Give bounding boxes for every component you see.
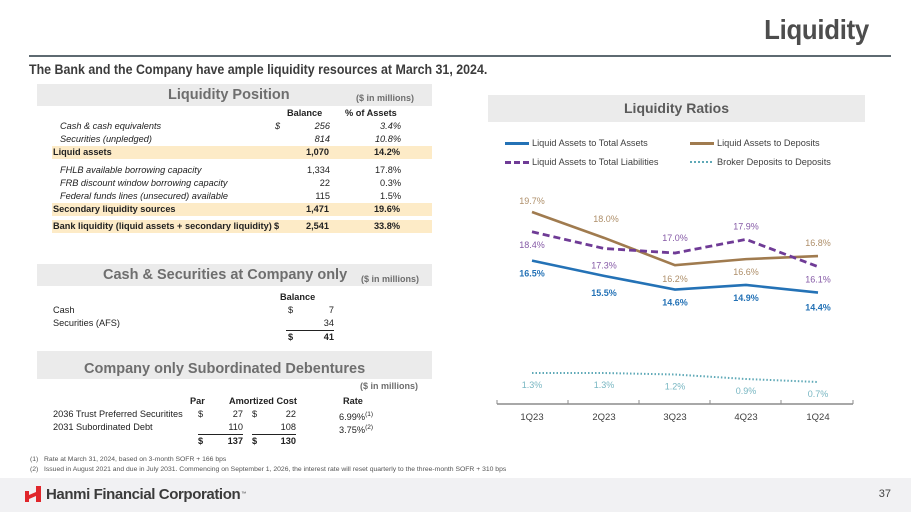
- liquidity-position-header: Liquidity Position ($ in millions): [37, 84, 432, 106]
- data-label: 16.1%: [805, 275, 831, 285]
- footnotes: (1) Rate at March 31, 2024, based on 3-mo…: [30, 455, 506, 475]
- x-tick-label: 1Q24: [806, 412, 829, 423]
- footnote-ref: (1): [365, 411, 374, 418]
- legend-swatch: [505, 160, 529, 164]
- legend-item-liquid-assets-deposits: Liquid Assets to Deposits: [690, 138, 820, 148]
- legend-item-liquid-assets-total-liabilities: Liquid Assets to Total Liabilities: [505, 157, 659, 167]
- debentures-header: Company only Subordinated Debentures: [37, 359, 432, 379]
- table-header-row: Balance % of Assets: [53, 107, 433, 120]
- table-row: Federal funds lines (unsecured) availabl…: [60, 191, 401, 201]
- data-label: 16.6%: [733, 267, 759, 277]
- col-header-amortized-cost: Amortized Cost: [229, 396, 297, 406]
- data-label: 16.8%: [805, 238, 831, 248]
- table-total-row: Liquid assets 1,070 14.2%: [52, 146, 432, 159]
- liquidity-position-title: Liquidity Position: [168, 87, 290, 103]
- data-label: 19.7%: [519, 196, 545, 206]
- page-subtitle: The Bank and the Company have ample liqu…: [29, 62, 488, 77]
- legend-swatch: [690, 141, 714, 145]
- series-line-broker-deposits-to-deposits: [532, 372, 819, 383]
- data-label: 15.5%: [591, 288, 617, 298]
- title-divider: [29, 55, 891, 57]
- table-total-row: $ 41: [288, 332, 334, 342]
- data-label: 14.6%: [662, 298, 688, 308]
- footnote-1: (1) Rate at March 31, 2024, based on 3-mo…: [30, 456, 227, 463]
- data-label: 18.4%: [519, 240, 545, 250]
- company-cash-unit: ($ in millions): [361, 274, 420, 284]
- series-line-liquid-assets-to-deposits: [531, 210, 819, 267]
- table-total-row: $ 137 $ 130: [198, 436, 296, 446]
- series-line-liquid-assets-to-total-liabilities: [531, 230, 819, 269]
- legend-swatch: [690, 161, 714, 163]
- data-label: 17.9%: [733, 221, 759, 231]
- data-label: 0.7%: [808, 389, 829, 399]
- page-number: 37: [878, 488, 891, 500]
- data-label: 1.3%: [522, 380, 543, 390]
- table-row: Cash $ 7: [53, 305, 334, 315]
- table-row: FHLB available borrowing capacity 1,334 17…: [60, 165, 401, 175]
- table-row: FRB discount window borrowing capacity 22…: [60, 178, 401, 188]
- data-label: 18.0%: [593, 214, 619, 224]
- chart-title: Liquidity Ratios: [488, 95, 865, 122]
- x-tick-label: 2Q23: [592, 412, 615, 423]
- debentures-unit: ($ in millions): [360, 381, 419, 391]
- x-tick-label: 4Q23: [734, 412, 757, 423]
- section-divider: [37, 351, 432, 359]
- data-label: 17.0%: [662, 233, 688, 243]
- data-label: 1.2%: [665, 382, 686, 392]
- page-title: Liquidity: [764, 14, 869, 45]
- series-line-liquid-assets-to-total-assets: [531, 259, 819, 294]
- company-cash-title: Cash & Securities at Company only: [103, 267, 348, 283]
- hanmi-logo-icon: [25, 486, 41, 502]
- footnote-2: (2) Issued in August 2021 and due in July…: [30, 466, 507, 473]
- data-label: 17.3%: [591, 260, 617, 270]
- liquidity-ratios-chart: 1Q23 2Q23 3Q23 4Q23 1Q24 16.5% 15.5% 14.6% 14.9%…: [496, 196, 854, 423]
- data-label: 0.9%: [736, 386, 757, 396]
- table-total-row: Bank liquidity (liquid assets + secondar…: [52, 220, 432, 233]
- company-name: Hanmi Financial Corporation: [46, 485, 241, 503]
- data-label: 16.2%: [662, 274, 688, 284]
- data-label: 14.4%: [805, 303, 831, 313]
- footer: Hanmi Financial Corporation ™ 37: [0, 478, 911, 512]
- data-label: 16.5%: [519, 269, 545, 279]
- col-header-balance: Balance: [287, 108, 323, 118]
- table-row: Securities (AFS) 34: [53, 317, 433, 331]
- table-row: Cash & cash equivalents $256 3.4%: [60, 121, 401, 131]
- data-label: 14.9%: [733, 293, 759, 303]
- liquidity-position-unit: ($ in millions): [356, 93, 415, 103]
- table-row: 2031 Subordinated Debt 110 108 3.75%(2): [53, 422, 374, 435]
- x-tick-label: 3Q23: [663, 412, 686, 423]
- table-total-row: Secondary liquidity sources 1,471 19.6%: [52, 203, 432, 216]
- table-row: Securities (unpledged) 814 10.8%: [60, 134, 401, 144]
- company-logo: Hanmi Financial Corporation ™: [24, 485, 246, 503]
- col-header-par: Par: [190, 396, 205, 406]
- col-header-balance: Balance: [280, 292, 316, 302]
- table-row: 2036 Trust Preferred Securitites $ 27 $ …: [53, 409, 374, 422]
- legend-item-liquid-assets-total-assets: Liquid Assets to Total Assets: [505, 138, 648, 148]
- col-header-rate: Rate: [343, 396, 363, 406]
- debentures-title: Company only Subordinated Debentures: [84, 361, 366, 377]
- x-tick-label: 1Q23: [520, 412, 543, 423]
- legend-swatch: [505, 141, 529, 145]
- data-label: 1.3%: [594, 380, 615, 390]
- company-cash-header: Cash & Securities at Company only ($ in …: [37, 264, 432, 286]
- legend-item-broker-deposits: Broker Deposits to Deposits: [690, 157, 831, 167]
- footnote-ref: (2): [365, 424, 374, 431]
- col-header-pct-assets: % of Assets: [345, 108, 397, 118]
